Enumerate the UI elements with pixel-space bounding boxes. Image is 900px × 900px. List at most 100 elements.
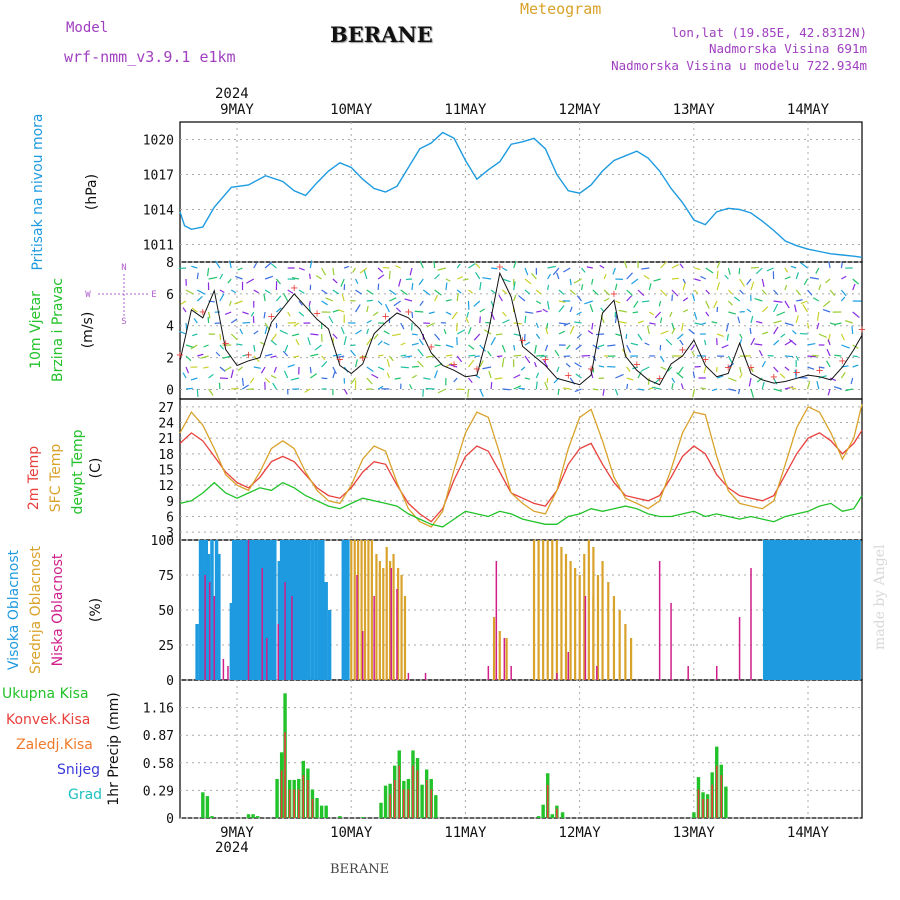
- wind-arrow: [445, 362, 453, 368]
- wind-arrow: [224, 311, 232, 315]
- mid-cloud-bar: [537, 540, 540, 680]
- wind-arrow: [725, 322, 729, 332]
- mid-cloud-bar: [601, 561, 604, 680]
- wind-arrow: [716, 270, 719, 280]
- low-cloud-bar: [407, 673, 410, 680]
- wind-arrow: [658, 300, 662, 307]
- wind-arrow: [230, 369, 234, 379]
- wind-gust-mark: +: [244, 350, 252, 361]
- high-cloud-bar: [831, 540, 835, 680]
- high-cloud-bar: [305, 540, 309, 680]
- wind-arrow: [283, 370, 289, 379]
- high-cloud-bar: [765, 540, 769, 680]
- total-precip-bar: [536, 816, 541, 818]
- high-cloud-bar: [210, 540, 214, 680]
- wind-arrow: [691, 351, 696, 357]
- wind-arrow: [581, 267, 586, 273]
- wind-arrow: [713, 300, 718, 309]
- wind-arrow: [237, 366, 243, 372]
- wind-arrow: [391, 333, 401, 337]
- day-label-bottom: 14MAY: [787, 825, 830, 841]
- wind-arrow: [414, 310, 424, 313]
- high-cloud-bar: [250, 540, 254, 680]
- wind-arrow: [456, 263, 461, 269]
- wind-arrow: [448, 363, 458, 368]
- wind-arrow: [711, 321, 718, 324]
- precip-unit: 1hr Precip (mm): [106, 692, 122, 805]
- wind-arrow: [569, 289, 576, 296]
- wind-arrow: [373, 333, 379, 340]
- model-elevation-text: Nadmorska Visina u modelu 722.934m: [611, 58, 867, 73]
- wind-arrow: [716, 261, 721, 269]
- wind-arrow: [457, 388, 465, 391]
- wind-arrow: [812, 297, 820, 302]
- wind-gust-mark: +: [587, 364, 595, 375]
- wind-arrow: [750, 337, 756, 346]
- wind-arrow: [206, 267, 210, 277]
- wind-arrow: [840, 371, 846, 379]
- high-cloud-bar: [804, 540, 808, 680]
- wind-arrow: [350, 377, 356, 385]
- wind-arrow: [690, 344, 695, 351]
- wind-arrow: [580, 284, 584, 291]
- wind-arrow: [418, 338, 424, 346]
- total-precip-bar: [361, 817, 365, 818]
- total-precip-bar: [338, 816, 342, 818]
- low-cloud-bar: [687, 666, 689, 680]
- wind-arrow: [309, 373, 318, 379]
- wind-arrow: [738, 267, 741, 275]
- cloud-tick-label: 100: [151, 534, 174, 549]
- wind-gust-mark: +: [610, 289, 618, 300]
- wind-arrow: [705, 267, 714, 274]
- high-cloud-bar: [324, 582, 328, 680]
- temp-unit: (C): [88, 458, 104, 479]
- wind-arrow: [556, 272, 560, 280]
- wind-arrow: [754, 297, 763, 302]
- wind-arrow: [727, 355, 733, 364]
- wind-arrow: [219, 344, 225, 350]
- wind-arrow: [554, 349, 560, 357]
- wind-arrow: [726, 333, 729, 341]
- wind-arrow: [479, 316, 481, 324]
- wind-arrow: [841, 275, 847, 280]
- cloud-tick-label: 75: [158, 569, 174, 584]
- wind-arrow: [756, 377, 763, 383]
- wind-arrow: [584, 300, 593, 305]
- high-cloud-bar: [229, 603, 234, 680]
- wind-arrow: [755, 267, 763, 275]
- wind-arrow: [494, 377, 503, 380]
- wind-arrow: [473, 333, 481, 341]
- day-label-top: 11MAY: [444, 102, 487, 118]
- low-cloud-bar: [715, 666, 718, 680]
- wind-arrow: [557, 388, 560, 396]
- pressure-frame: [179, 121, 863, 263]
- convective-precip-bar: [403, 789, 405, 818]
- wind-arrow: [565, 363, 571, 368]
- wind-arrow: [241, 377, 244, 386]
- wind-gust-mark: +: [221, 339, 229, 350]
- wind-arrow: [544, 381, 549, 390]
- wind-arrow: [377, 283, 380, 291]
- wind-arrow: [739, 366, 742, 374]
- wind-arrow: [282, 292, 289, 302]
- mid-cloud-bar: [574, 568, 577, 680]
- wind-arrow: [337, 355, 345, 358]
- convective-precip-bar: [280, 770, 283, 818]
- convective-precip-bar: [702, 798, 704, 818]
- wind-arrow: [501, 311, 507, 317]
- wind-arrow: [589, 304, 594, 313]
- wind-arrow: [692, 371, 696, 379]
- wind-arrow: [773, 366, 779, 373]
- wind-arrow: [426, 322, 435, 328]
- wind-gust-mark: +: [792, 367, 800, 378]
- mid-cloud-bar: [564, 554, 568, 680]
- total-precip-bar: [383, 785, 388, 818]
- wind-arrow: [524, 289, 531, 295]
- wind-arrow: [355, 289, 362, 295]
- wind-arrow: [434, 370, 438, 379]
- low-cloud-bar: [584, 596, 587, 680]
- wind-arrow: [434, 294, 439, 302]
- high-cloud-bar: [270, 540, 275, 680]
- mid-cloud-bar: [370, 540, 373, 680]
- wind-gust-mark: +: [290, 283, 298, 294]
